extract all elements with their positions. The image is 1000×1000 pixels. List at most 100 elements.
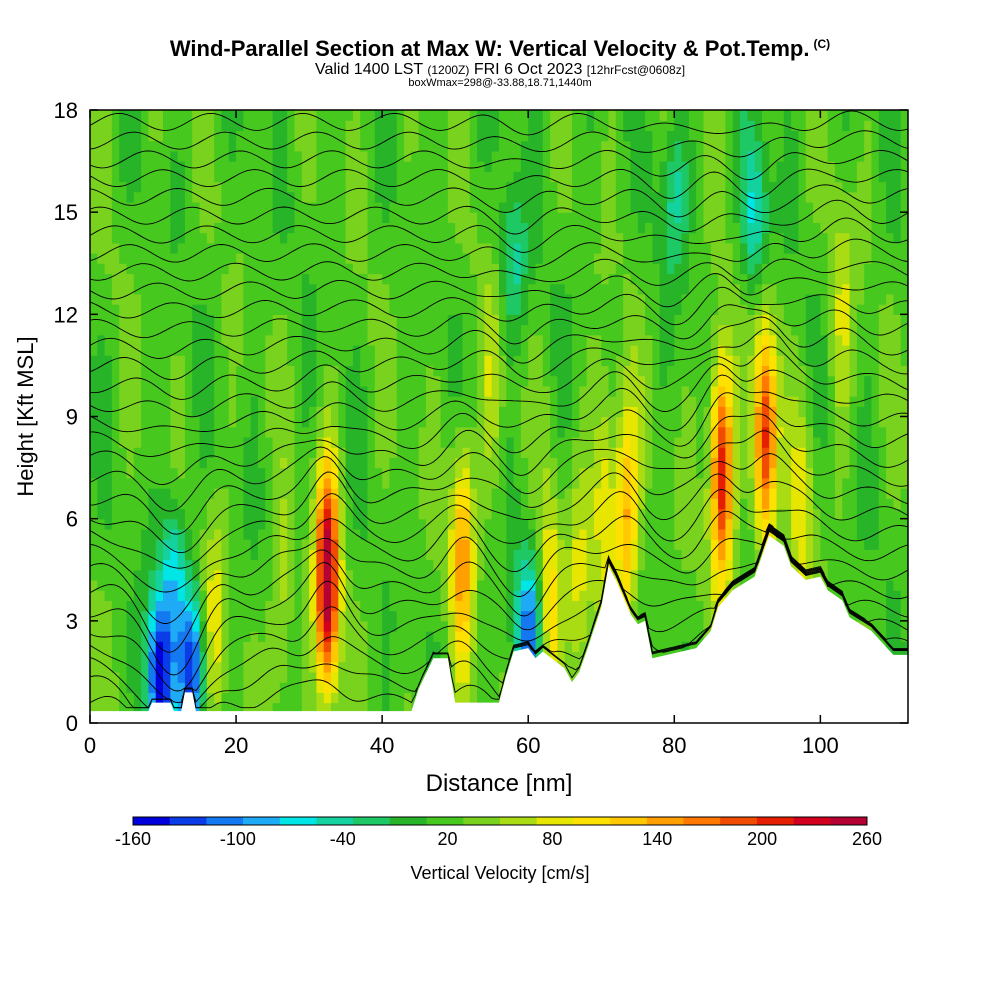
- velocity-cell: [528, 253, 537, 264]
- velocity-cell: [374, 600, 383, 612]
- velocity-cell: [250, 375, 259, 387]
- velocity-cell: [90, 232, 98, 244]
- velocity-cell: [360, 488, 369, 499]
- velocity-cell: [257, 457, 266, 469]
- velocity-cell: [243, 651, 252, 663]
- velocity-cell: [243, 447, 252, 458]
- velocity-cell: [133, 130, 142, 142]
- velocity-cell: [520, 375, 529, 387]
- velocity-cell: [257, 692, 266, 704]
- velocity-cell: [557, 120, 566, 132]
- velocity-cell: [155, 579, 164, 591]
- velocity-cell: [301, 344, 310, 356]
- velocity-cell: [659, 620, 668, 632]
- velocity-cell: [214, 344, 223, 356]
- velocity-cell: [425, 579, 434, 591]
- velocity-cell: [257, 140, 266, 152]
- velocity-cell: [104, 651, 113, 663]
- velocity-cell: [148, 130, 157, 142]
- velocity-cell: [462, 590, 471, 601]
- velocity-cell: [323, 436, 332, 448]
- velocity-cell: [593, 498, 602, 510]
- velocity-cell: [192, 263, 201, 275]
- velocity-cell: [133, 375, 142, 387]
- velocity-cell: [323, 692, 332, 704]
- velocity-cell: [170, 140, 179, 152]
- velocity-cell: [243, 569, 252, 581]
- velocity-cell: [404, 150, 412, 162]
- velocity-cell: [126, 253, 135, 264]
- velocity-cell: [155, 539, 164, 550]
- velocity-cell: [243, 661, 252, 673]
- velocity-cell: [469, 212, 478, 223]
- velocity-cell: [360, 467, 369, 479]
- velocity-cell: [506, 171, 515, 183]
- velocity-cell: [177, 150, 186, 162]
- velocity-cell: [126, 334, 135, 346]
- velocity-cell: [177, 508, 186, 520]
- velocity-cell: [659, 171, 668, 183]
- velocity-cell: [228, 569, 237, 581]
- velocity-cell: [528, 549, 537, 561]
- velocity-cell: [228, 263, 237, 275]
- velocity-cell: [579, 191, 588, 203]
- velocity-cell: [323, 549, 332, 561]
- velocity-cell: [637, 498, 646, 510]
- velocity-cell: [535, 477, 544, 489]
- velocity-cell: [396, 324, 405, 336]
- velocity-cell: [535, 242, 544, 254]
- velocity-cell: [645, 273, 653, 285]
- velocity-cell: [557, 457, 566, 469]
- velocity-cell: [681, 253, 690, 264]
- velocity-cell: [425, 590, 434, 601]
- velocity-cell: [477, 549, 485, 561]
- velocity-cell: [477, 682, 485, 693]
- velocity-cell: [455, 620, 464, 632]
- velocity-cell: [506, 488, 515, 499]
- velocity-cell: [133, 385, 142, 397]
- velocity-cell: [564, 201, 573, 213]
- velocity-cell: [345, 682, 354, 693]
- velocity-cell: [367, 365, 376, 377]
- velocity-cell: [469, 161, 478, 172]
- velocity-cell: [652, 273, 661, 285]
- velocity-cell: [491, 661, 500, 673]
- velocity-cell: [177, 273, 186, 285]
- velocity-cell: [97, 273, 106, 285]
- velocity-cell: [681, 171, 690, 183]
- velocity-cell: [513, 110, 522, 121]
- velocity-cell: [469, 620, 478, 632]
- velocity-cell: [418, 600, 427, 612]
- velocity-cell: [367, 539, 376, 550]
- velocity-cell: [236, 661, 244, 673]
- velocity-cell: [542, 579, 551, 591]
- velocity-cell: [623, 201, 632, 213]
- velocity-cell: [418, 365, 427, 377]
- velocity-cell: [104, 447, 113, 458]
- velocity-cell: [163, 508, 171, 520]
- velocity-cell: [637, 263, 646, 275]
- velocity-cell: [228, 406, 237, 418]
- velocity-cell: [90, 344, 98, 356]
- velocity-cell: [338, 375, 347, 387]
- velocity-cell: [257, 671, 266, 683]
- velocity-cell: [331, 293, 339, 305]
- velocity-cell: [608, 447, 617, 458]
- velocity-cell: [491, 396, 500, 407]
- velocity-cell: [301, 651, 310, 663]
- velocity-cell: [455, 273, 464, 285]
- velocity-cell: [111, 600, 120, 612]
- velocity-cell: [133, 273, 142, 285]
- velocity-cell: [455, 539, 464, 550]
- velocity-cell: [630, 385, 639, 397]
- velocity-cell: [199, 263, 208, 275]
- velocity-cell: [645, 385, 653, 397]
- velocity-cell: [177, 518, 186, 530]
- velocity-cell: [272, 651, 281, 663]
- velocity-cell: [192, 110, 201, 121]
- velocity-cell: [484, 232, 493, 244]
- velocity-cell: [637, 528, 646, 540]
- velocity-cell: [133, 181, 142, 193]
- velocity-cell: [520, 600, 529, 612]
- velocity-cell: [469, 631, 478, 642]
